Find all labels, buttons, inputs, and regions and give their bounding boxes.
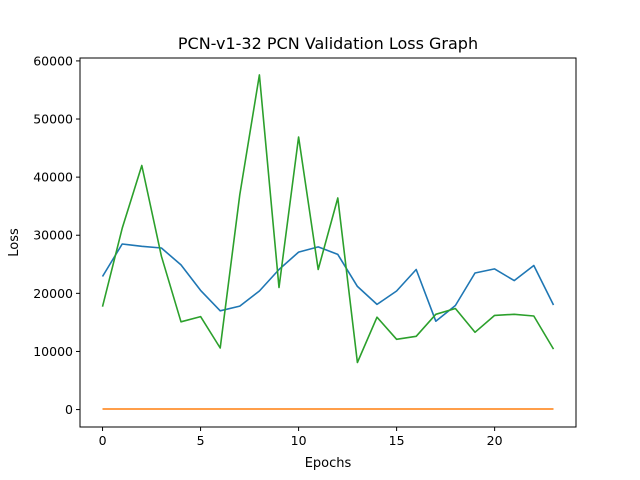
x-tick-label: 0 bbox=[99, 433, 107, 448]
y-axis: 0 10000 20000 30000 40000 50000 60000 bbox=[33, 53, 80, 417]
series-line-3 bbox=[101, 74, 555, 364]
y-tick-label: 0 bbox=[65, 402, 73, 417]
y-tick-label: 60000 bbox=[33, 53, 73, 68]
x-axis: 0 5 10 15 20 bbox=[99, 427, 503, 448]
x-tick-label: 20 bbox=[487, 433, 503, 448]
chart-title: PCN-v1-32 PCN Validation Loss Graph bbox=[178, 34, 478, 53]
series-line-1 bbox=[101, 243, 555, 323]
x-tick-label: 10 bbox=[291, 433, 307, 448]
x-tick-label: 15 bbox=[389, 433, 405, 448]
x-tick-label: 5 bbox=[197, 433, 205, 448]
x-axis-label: Epochs bbox=[305, 456, 352, 471]
y-tick-label: 30000 bbox=[33, 228, 73, 243]
y-tick-label: 50000 bbox=[33, 112, 73, 127]
y-tick-label: 10000 bbox=[33, 344, 73, 359]
y-tick-label: 20000 bbox=[33, 286, 73, 301]
plot-area bbox=[101, 74, 555, 410]
plot-frame bbox=[79, 57, 577, 428]
y-axis-label: Loss bbox=[7, 228, 22, 257]
y-tick-label: 40000 bbox=[33, 170, 73, 185]
